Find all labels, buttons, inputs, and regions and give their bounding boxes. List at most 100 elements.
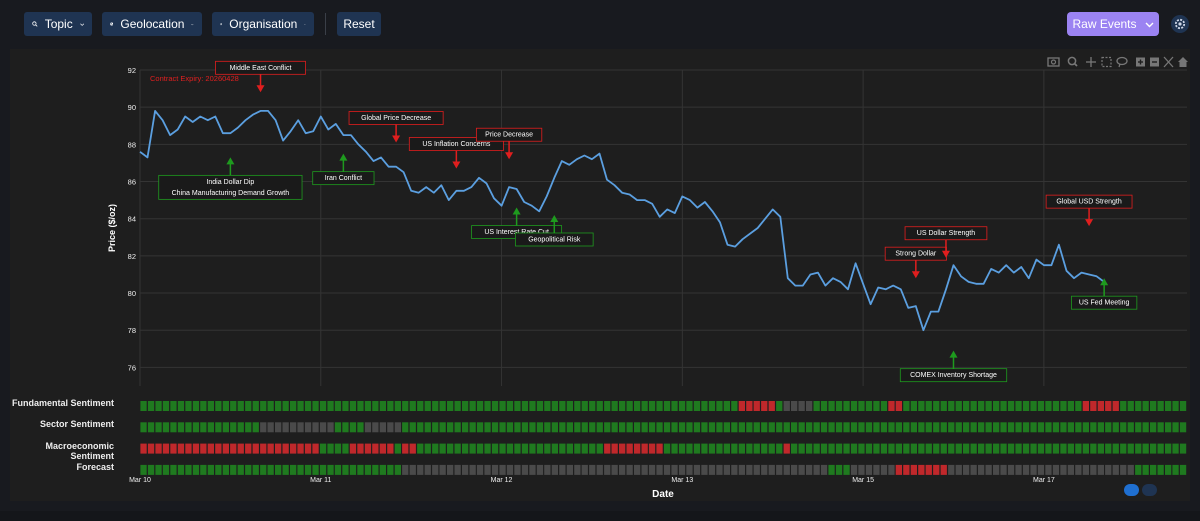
annotation-box [515,232,594,247]
sentiment-cell [1179,443,1187,454]
sentiment-cell [970,401,977,411]
sentiment-cell [963,422,970,433]
sentiment-cell [200,422,207,433]
camera-icon[interactable] [1047,57,1060,67]
reset-button[interactable]: Reset [337,12,381,36]
sentiment-cell [1172,443,1179,454]
sentiment-cell [439,443,446,454]
sentiment-cell [454,422,461,433]
y-tick-label: 86 [128,178,136,187]
sentiment-cell [476,422,484,433]
sentiment-cell [297,443,304,454]
sentiment-cell [521,443,529,454]
sentiment-cell [417,464,424,475]
sentiment-cell [828,464,835,475]
annotation-label: COMEX Inventory Shortage [910,372,997,379]
sentiment-cell [282,422,289,433]
sentiment-cell [1007,422,1015,433]
lasso-icon[interactable] [1116,56,1128,68]
sentiment-cell [850,443,858,454]
sentiment-cell [1179,401,1187,411]
sentiment-cell [701,401,708,411]
annotation-label: China Manufacturing Demand Growth [172,190,290,197]
geolocation-dropdown[interactable]: Geolocation [102,12,202,36]
sentiment-cell [738,464,745,475]
y-axis-title: Price ($/oz) [107,204,117,252]
sentiment-cell [1150,401,1157,411]
raw-events-label: Raw Events [1072,17,1137,31]
sentiment-cell [761,401,768,411]
sentiment-cell [506,401,514,411]
sentiment-cell [1120,401,1127,411]
globe-icon [110,22,114,26]
sentiment-cell [858,464,865,475]
sentiment-cell [731,401,738,411]
sentiment-cell [192,443,200,454]
sentiment-cell [514,422,521,433]
sentiment-cell [1037,401,1045,411]
sentiment-cell [918,401,925,411]
sentiment-cell [1022,422,1030,433]
sentiment-cell [275,464,282,475]
sentiment-cell [372,464,379,475]
pan-icon[interactable] [1086,57,1096,67]
sentiment-cell [275,422,282,433]
line-view-button[interactable] [1124,484,1139,496]
sentiment-cell [1135,422,1142,433]
sentiment-cell [648,401,656,411]
sentiment-cell [462,443,469,454]
sentiment-cell [701,422,708,433]
sentiment-cell [626,443,633,454]
sentiment-cell [716,401,723,411]
sentiment-cell [948,464,955,475]
sentiment-cell [581,464,588,475]
y-tick-label: 78 [128,326,136,335]
sentiment-cell [185,422,192,433]
sentiment-cell [462,401,469,411]
topic-dropdown[interactable]: Topic [24,12,92,36]
zoom-icon[interactable] [1067,56,1078,67]
sentiment-cell [985,443,992,454]
sentiment-cell [708,443,716,454]
organisation-dropdown[interactable]: Organisation [212,12,314,36]
annotation-arrowhead [941,250,950,258]
bar-view-button[interactable] [1142,484,1157,496]
annotation-label: US Interest Rate Cut [484,229,549,236]
sentiment-cell [663,401,671,411]
sentiment-cell [469,422,476,433]
sentiment-cell [469,443,476,454]
annotation-label: US Inflation Concerns [422,141,491,148]
sentiment-cell [888,422,895,433]
y-tick-label: 92 [128,66,136,75]
sentiment-cell [641,422,648,433]
chart-modebar [1047,56,1188,68]
sentiment-cell [394,422,401,433]
sentiment-cell [1067,422,1074,433]
sentiment-cell [1052,464,1060,475]
annotation-box [475,127,543,142]
box-select-icon[interactable] [1101,56,1112,68]
sentiment-cell [1112,401,1119,411]
zoom-in-icon[interactable] [1136,57,1145,67]
sentiment-cell [424,464,431,475]
sentiment-cell [611,422,618,433]
raw-events-dropdown[interactable]: Raw Events [1067,12,1159,36]
sentiment-cell [903,401,910,411]
sentiment-cell [843,422,850,433]
sentiment-cell [1090,422,1097,433]
sentiment-cell [656,464,663,475]
autoscale-icon[interactable] [1163,56,1174,68]
annotation-label: Global Price Decrease [361,115,431,122]
sentiment-cell [1067,443,1074,454]
sentiment-cell [663,443,671,454]
sentiment-cell [491,401,499,411]
sentiment-cell [1157,401,1164,411]
sentiment-cell [918,443,925,454]
sentiment-cell [304,443,312,454]
sentiment-cell [1090,443,1097,454]
settings-button[interactable] [1171,15,1189,33]
home-icon[interactable] [1178,57,1188,67]
sentiment-cell [499,422,506,433]
annotation-label: Iran Conflict [325,175,362,182]
zoom-out-icon[interactable] [1150,57,1159,67]
